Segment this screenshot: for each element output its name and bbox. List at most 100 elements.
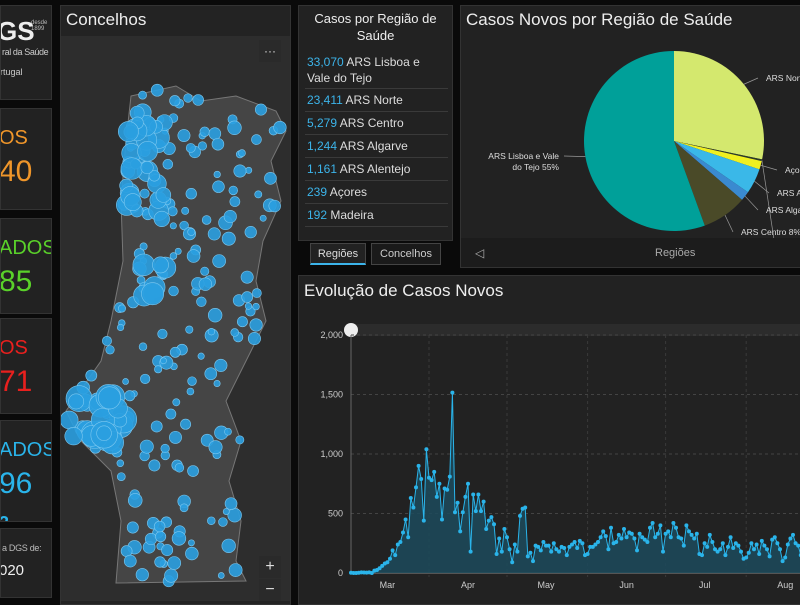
map-marker[interactable] [236, 316, 248, 328]
data-point[interactable] [406, 535, 411, 540]
map-marker[interactable] [135, 568, 149, 582]
map-marker[interactable] [186, 387, 195, 396]
map-marker[interactable] [187, 465, 199, 477]
data-point[interactable] [624, 535, 629, 540]
map-marker[interactable] [213, 170, 221, 179]
map-marker[interactable] [233, 164, 247, 178]
data-point[interactable] [632, 536, 637, 541]
map-marker[interactable] [249, 318, 263, 332]
map-marker[interactable] [165, 408, 177, 420]
map-marker[interactable] [179, 220, 189, 231]
range-slider-handle[interactable] [344, 323, 358, 337]
data-point[interactable] [424, 447, 429, 452]
map-marker[interactable] [152, 256, 169, 274]
data-point[interactable] [739, 549, 743, 554]
data-point[interactable] [557, 549, 561, 554]
data-point[interactable] [731, 546, 736, 551]
map-marker[interactable] [137, 141, 158, 162]
map-marker[interactable] [139, 242, 148, 251]
map-marker[interactable] [169, 346, 181, 358]
data-point[interactable] [710, 540, 715, 545]
map-marker[interactable] [105, 345, 115, 355]
data-point[interactable] [388, 556, 392, 561]
map-marker[interactable] [228, 563, 243, 577]
data-point[interactable] [791, 532, 795, 537]
data-point[interactable] [398, 540, 403, 545]
map-marker[interactable] [185, 546, 199, 561]
zoom-in-button[interactable]: + [259, 556, 281, 578]
data-point[interactable] [700, 553, 704, 558]
map-marker[interactable] [155, 531, 167, 543]
map-marker[interactable] [162, 159, 174, 170]
data-point[interactable] [629, 531, 634, 536]
map-marker[interactable] [207, 516, 216, 526]
data-point[interactable] [385, 560, 390, 565]
map-marker[interactable] [122, 378, 129, 385]
data-point[interactable] [658, 523, 663, 528]
data-point[interactable] [541, 540, 546, 545]
data-point[interactable] [497, 536, 502, 541]
map-marker[interactable] [126, 521, 139, 534]
data-point[interactable] [421, 518, 426, 523]
data-point[interactable] [502, 526, 507, 531]
data-point[interactable] [622, 526, 626, 531]
map-marker[interactable] [127, 493, 143, 508]
data-point[interactable] [666, 529, 671, 534]
map-marker[interactable] [96, 425, 112, 441]
data-point[interactable] [645, 540, 650, 545]
data-point[interactable] [606, 547, 611, 552]
data-point[interactable] [694, 531, 699, 536]
map-marker[interactable] [153, 520, 166, 533]
map-marker[interactable] [157, 328, 168, 339]
data-point[interactable] [733, 541, 738, 546]
data-point[interactable] [512, 542, 517, 547]
map-marker[interactable] [268, 199, 281, 213]
data-point[interactable] [390, 548, 395, 553]
map-marker[interactable] [132, 253, 155, 277]
map-marker[interactable] [64, 427, 83, 446]
data-point[interactable] [772, 535, 777, 540]
map-marker[interactable] [198, 277, 213, 291]
data-point[interactable] [598, 535, 603, 540]
map-marker[interactable] [150, 420, 163, 433]
data-point[interactable] [476, 492, 481, 497]
data-point[interactable] [551, 541, 556, 546]
map-marker[interactable] [180, 418, 192, 430]
map-marker[interactable] [224, 427, 232, 436]
data-point[interactable] [674, 525, 678, 530]
map-marker[interactable] [123, 554, 137, 568]
data-point[interactable] [460, 510, 465, 515]
data-point[interactable] [577, 538, 582, 543]
data-point[interactable] [507, 547, 512, 552]
pie-slice[interactable] [674, 141, 760, 193]
data-point[interactable] [525, 554, 530, 559]
data-point[interactable] [458, 529, 463, 534]
map-marker[interactable] [254, 190, 263, 199]
data-point[interactable] [619, 536, 624, 541]
pie-slice[interactable] [674, 51, 764, 160]
map-marker[interactable] [186, 249, 201, 263]
map-marker[interactable] [212, 180, 225, 193]
data-point[interactable] [746, 550, 751, 555]
map-marker[interactable] [273, 120, 287, 135]
data-point[interactable] [473, 509, 478, 514]
map-marker[interactable] [255, 103, 267, 116]
data-point[interactable] [723, 553, 728, 558]
map-marker[interactable] [116, 459, 125, 467]
data-point[interactable] [572, 540, 577, 545]
map-marker[interactable] [208, 440, 223, 455]
map-marker[interactable] [154, 556, 166, 568]
map-marker[interactable] [169, 252, 178, 260]
data-point[interactable] [642, 537, 647, 542]
data-point[interactable] [463, 494, 468, 499]
map-marker[interactable] [183, 93, 193, 103]
data-point[interactable] [432, 469, 437, 474]
data-point[interactable] [580, 541, 585, 546]
map-marker[interactable] [169, 430, 182, 444]
map-marker[interactable] [138, 342, 148, 351]
map-marker[interactable] [120, 157, 143, 180]
data-point[interactable] [661, 549, 665, 554]
data-point[interactable] [757, 551, 762, 556]
pie-slice[interactable] [674, 141, 763, 162]
data-point[interactable] [720, 541, 725, 546]
